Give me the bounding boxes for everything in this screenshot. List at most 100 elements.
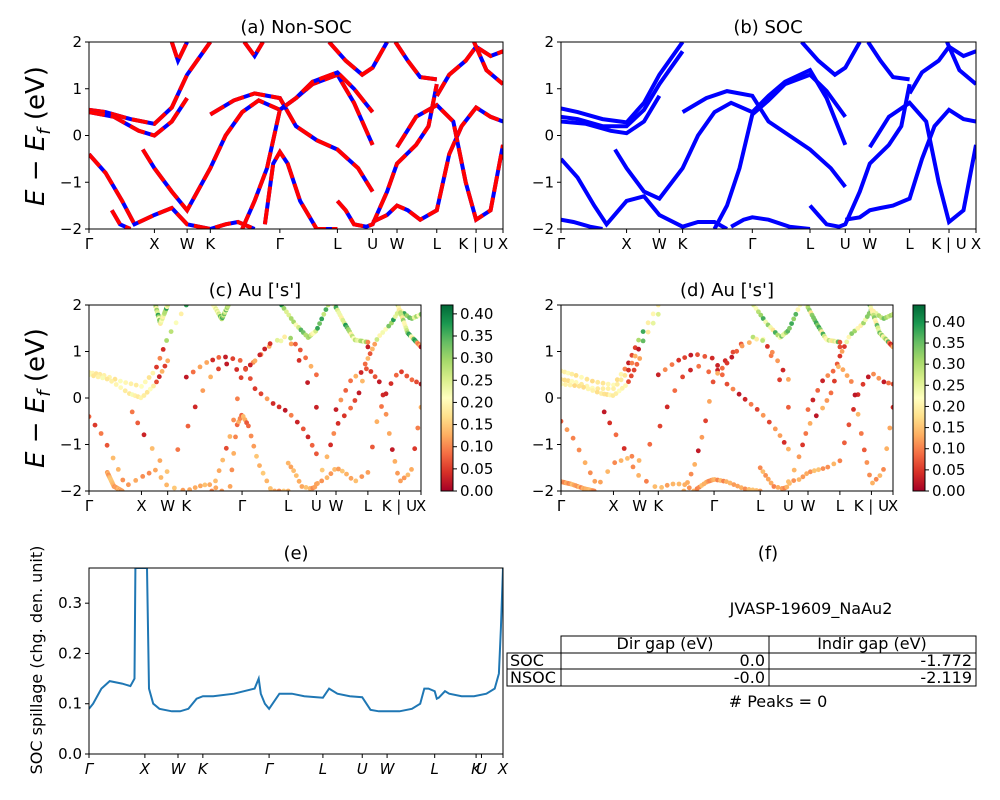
projection-point: [562, 369, 567, 375]
projection-point: [846, 422, 852, 428]
projection-point: [570, 435, 576, 441]
projection-point: [162, 363, 168, 369]
projection-point: [285, 460, 291, 466]
projection-point: [619, 385, 625, 391]
projection-point: [335, 421, 341, 426]
band-line-dashed: [242, 42, 265, 60]
projection-point: [213, 478, 218, 484]
projection-point: [650, 311, 656, 317]
projection-point: [780, 367, 786, 373]
projection-point: [837, 344, 843, 350]
k-point-label: Γ: [85, 235, 94, 253]
projection-point: [197, 364, 203, 370]
projection-point: [828, 390, 834, 396]
projection-point: [216, 366, 221, 372]
projection-point: [820, 466, 826, 471]
projection-point: [724, 381, 730, 387]
projection-point: [208, 374, 214, 380]
y-tick-label: 2: [72, 296, 82, 314]
projection-point: [352, 398, 358, 403]
y-tick-label: 0.0: [58, 745, 82, 763]
projection-point: [247, 376, 253, 381]
projection-point: [775, 485, 781, 490]
projection-point: [890, 404, 893, 410]
y-tick-label: −1: [532, 436, 554, 454]
k-point-label: X: [139, 760, 151, 778]
projection-point: [787, 325, 792, 331]
projection-point: [183, 305, 189, 308]
projection-point: [628, 373, 634, 379]
y-tick-label: −1: [60, 436, 82, 454]
projection-point: [810, 397, 816, 403]
projection-point: [247, 362, 253, 368]
projection-point: [581, 384, 586, 390]
projection-point: [636, 473, 641, 478]
projection-point: [251, 443, 257, 449]
projection-point: [702, 354, 708, 359]
projection-point: [198, 483, 203, 489]
projection-point: [409, 467, 414, 472]
projection-point: [769, 349, 775, 355]
projection-point: [412, 446, 418, 452]
projection-point: [230, 356, 236, 362]
projection-point: [133, 382, 139, 388]
projection-point: [724, 360, 730, 366]
projection-point: [837, 458, 843, 464]
projection-point: [659, 485, 664, 490]
band-line: [907, 44, 976, 95]
projection-point: [185, 423, 191, 429]
projection-point: [842, 440, 847, 446]
projection-point: [175, 447, 181, 452]
panel-c-colorbar: 0.00 0.05 0.10 0.15 0.20 0.25 0.30 0.35 0.40: [440, 304, 493, 500]
band-line: [868, 100, 976, 226]
projection-point: [262, 346, 268, 352]
projection-point: [219, 488, 225, 491]
projection-point: [341, 413, 347, 419]
projection-point: [840, 367, 846, 373]
projection-point: [359, 474, 365, 479]
projection-point: [739, 343, 745, 349]
projection-point: [881, 467, 886, 472]
projection-point: [164, 469, 170, 474]
projection-point: [386, 323, 392, 329]
projection-point: [605, 386, 611, 392]
k-point-label: U: [783, 497, 794, 515]
projection-point: [781, 440, 787, 445]
projection-point: [664, 482, 670, 488]
projection-point: [590, 378, 595, 384]
y-tick-label: −1: [60, 173, 82, 191]
panel-b-title: (b) SOC: [733, 17, 802, 38]
projection-point: [125, 482, 131, 488]
projection-point: [286, 312, 292, 318]
colorbar-tick-label: 0.05: [460, 460, 493, 478]
projection-point: [213, 485, 219, 491]
k-point-label: W: [862, 235, 877, 253]
projection-point: [415, 425, 421, 431]
k-point-label: U: [476, 760, 487, 778]
k-point-label: X: [971, 235, 981, 253]
projection-point: [237, 358, 243, 363]
projection-point: [364, 366, 369, 372]
projection-point: [640, 329, 646, 334]
projection-point: [123, 380, 129, 385]
projection-point: [333, 407, 339, 412]
band-line-dashed: [89, 152, 256, 229]
panel-e-xticks: Γ X W K Γ L U W L KU X: [85, 754, 509, 778]
projection-point: [409, 377, 415, 383]
projection-point: [235, 396, 240, 402]
k-point-label: U: [367, 235, 378, 253]
projection-point: [159, 369, 165, 374]
panel-a-title: (a) Non-SOC: [240, 17, 351, 38]
projection-point: [564, 427, 570, 433]
projection-point: [224, 361, 230, 367]
projection-point: [343, 388, 349, 393]
projection-point: [803, 431, 809, 436]
panel-a-frame: [89, 42, 503, 229]
colorbar-tick-label: 0.20: [460, 393, 493, 411]
projection-point: [634, 361, 640, 367]
projection-point: [688, 352, 694, 358]
k-point-label: K | U: [931, 235, 966, 253]
panel-d-colorbar: 0.00 0.05 0.10 0.15 0.20 0.25 0.30 0.35 0.40: [912, 304, 965, 500]
